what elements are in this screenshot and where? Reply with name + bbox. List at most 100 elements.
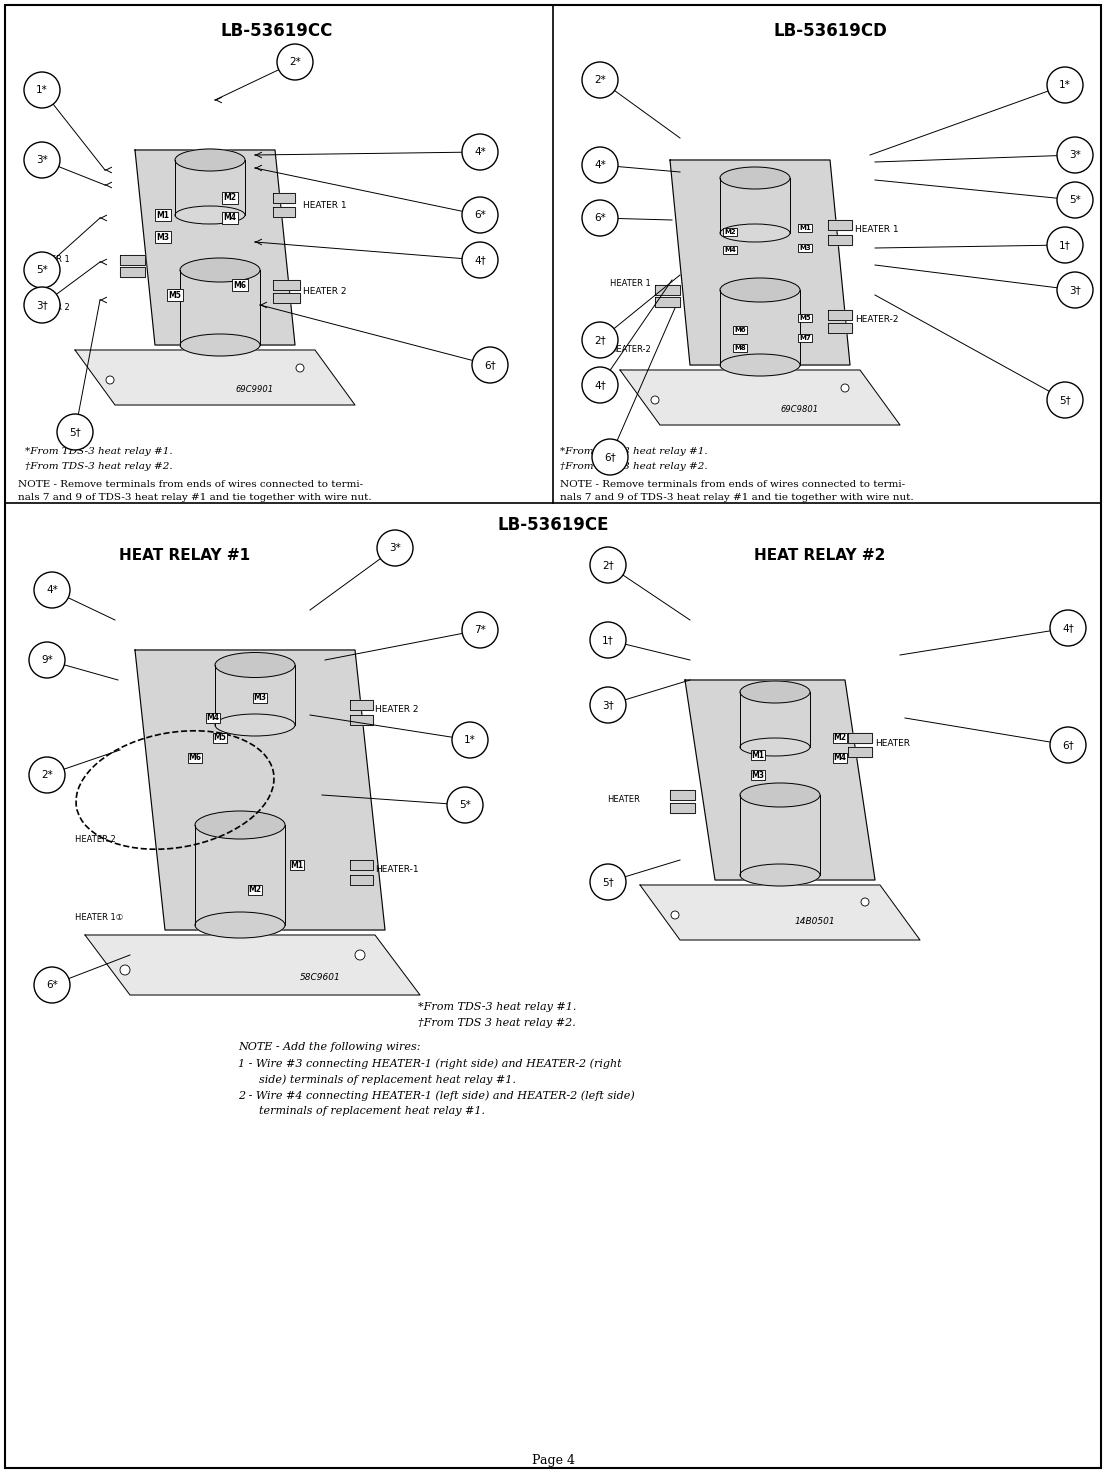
Text: HEATER-2: HEATER-2 [855, 315, 898, 324]
Text: 2*: 2* [289, 57, 301, 66]
Circle shape [589, 686, 626, 723]
Text: 1†: 1† [1060, 240, 1071, 250]
Text: 3†: 3† [1070, 284, 1081, 295]
Text: NOTE - Add the following wires:: NOTE - Add the following wires: [238, 1041, 420, 1052]
Ellipse shape [175, 206, 246, 224]
Polygon shape [848, 747, 872, 757]
Polygon shape [119, 267, 145, 277]
Text: HEATER 2: HEATER 2 [375, 706, 418, 714]
Text: 1†: 1† [602, 635, 614, 645]
Text: 5*: 5* [459, 800, 471, 810]
Circle shape [589, 546, 626, 583]
Text: †From TDS-3 heat relay #2.: †From TDS-3 heat relay #2. [25, 463, 173, 471]
Circle shape [106, 376, 114, 384]
Polygon shape [670, 161, 851, 365]
Text: Page 4: Page 4 [532, 1454, 574, 1467]
Circle shape [582, 367, 618, 404]
Text: M4: M4 [724, 247, 735, 253]
Ellipse shape [720, 354, 800, 376]
Circle shape [582, 147, 618, 183]
Polygon shape [828, 323, 852, 333]
Text: 5†: 5† [69, 427, 81, 437]
Circle shape [452, 722, 488, 759]
Text: M1: M1 [291, 860, 303, 869]
Polygon shape [273, 208, 295, 217]
Text: 4*: 4* [594, 161, 606, 169]
Text: 2†: 2† [602, 560, 614, 570]
Text: M4: M4 [223, 214, 237, 222]
Circle shape [29, 757, 65, 792]
Circle shape [860, 899, 869, 906]
Text: HEATER: HEATER [607, 795, 640, 804]
Text: nals 7 and 9 of TDS-3 heat relay #1 and tie together with wire nut.: nals 7 and 9 of TDS-3 heat relay #1 and … [18, 493, 372, 502]
Circle shape [462, 242, 498, 278]
Circle shape [24, 72, 60, 108]
Text: M3: M3 [800, 245, 811, 250]
Circle shape [582, 62, 618, 99]
Circle shape [24, 252, 60, 289]
Text: M6: M6 [188, 754, 201, 763]
Text: M1: M1 [751, 751, 764, 760]
Polygon shape [135, 650, 385, 929]
Circle shape [462, 611, 498, 648]
Circle shape [1050, 610, 1086, 647]
Text: HEATER 1: HEATER 1 [855, 225, 898, 234]
Text: *From TDS-3 heat relay #1.: *From TDS-3 heat relay #1. [25, 446, 173, 457]
Text: *From TDS-3 heat relay #1.: *From TDS-3 heat relay #1. [418, 1002, 576, 1012]
Text: LB-53619CE: LB-53619CE [498, 516, 608, 535]
Text: 9*: 9* [41, 655, 53, 664]
Polygon shape [848, 734, 872, 742]
Polygon shape [85, 935, 420, 994]
Circle shape [472, 348, 508, 383]
Circle shape [24, 141, 60, 178]
Ellipse shape [740, 784, 820, 807]
Ellipse shape [180, 258, 260, 281]
Text: 5*: 5* [36, 265, 48, 275]
Text: M3: M3 [751, 770, 764, 779]
Text: 2 - Wire #4 connecting HEATER-1 (left side) and HEATER-2 (left side): 2 - Wire #4 connecting HEATER-1 (left si… [238, 1090, 635, 1100]
Text: 3†: 3† [602, 700, 614, 710]
Text: 6†: 6† [484, 359, 495, 370]
Text: 2*: 2* [41, 770, 53, 781]
Text: M5: M5 [800, 315, 811, 321]
Text: side) terminals of replacement heat relay #1.: side) terminals of replacement heat rela… [238, 1074, 515, 1084]
Circle shape [377, 530, 413, 566]
Text: *From TDS-3 heat relay #1.: *From TDS-3 heat relay #1. [560, 446, 708, 457]
Polygon shape [273, 280, 300, 290]
Text: NOTE - Remove terminals from ends of wires connected to termi-: NOTE - Remove terminals from ends of wir… [18, 480, 363, 489]
Circle shape [671, 910, 679, 919]
Text: HEAT RELAY #2: HEAT RELAY #2 [754, 548, 886, 563]
Ellipse shape [215, 653, 295, 678]
Polygon shape [828, 236, 852, 245]
Text: HEATER 1①: HEATER 1① [75, 913, 123, 922]
Circle shape [589, 865, 626, 900]
Text: 4†: 4† [1062, 623, 1074, 633]
Circle shape [1057, 273, 1093, 308]
Ellipse shape [215, 714, 295, 736]
Text: M3: M3 [157, 233, 169, 242]
Circle shape [592, 439, 628, 474]
Text: LB-53619CD: LB-53619CD [773, 22, 887, 40]
Polygon shape [119, 255, 145, 265]
Text: 6†: 6† [604, 452, 616, 463]
Text: 6*: 6* [46, 980, 58, 990]
Polygon shape [670, 790, 695, 800]
Text: 3†: 3† [36, 300, 48, 309]
Ellipse shape [195, 912, 285, 938]
Text: HEATER-1: HEATER-1 [375, 866, 419, 875]
Text: HEAT RELAY #1: HEAT RELAY #1 [119, 548, 251, 563]
Text: M6: M6 [233, 280, 247, 290]
Polygon shape [828, 309, 852, 320]
Circle shape [34, 966, 70, 1003]
Text: 58C9601: 58C9601 [300, 974, 341, 982]
Text: †From TDS 3 heat relay #2.: †From TDS 3 heat relay #2. [418, 1018, 576, 1028]
Text: 4†: 4† [474, 255, 486, 265]
Polygon shape [273, 193, 295, 203]
Text: 3*: 3* [389, 544, 400, 552]
Text: 69C9901: 69C9901 [236, 386, 274, 395]
Circle shape [119, 965, 131, 975]
Text: M2: M2 [223, 193, 237, 202]
Text: 5†: 5† [602, 876, 614, 887]
Polygon shape [349, 860, 373, 871]
Text: M2: M2 [834, 734, 846, 742]
